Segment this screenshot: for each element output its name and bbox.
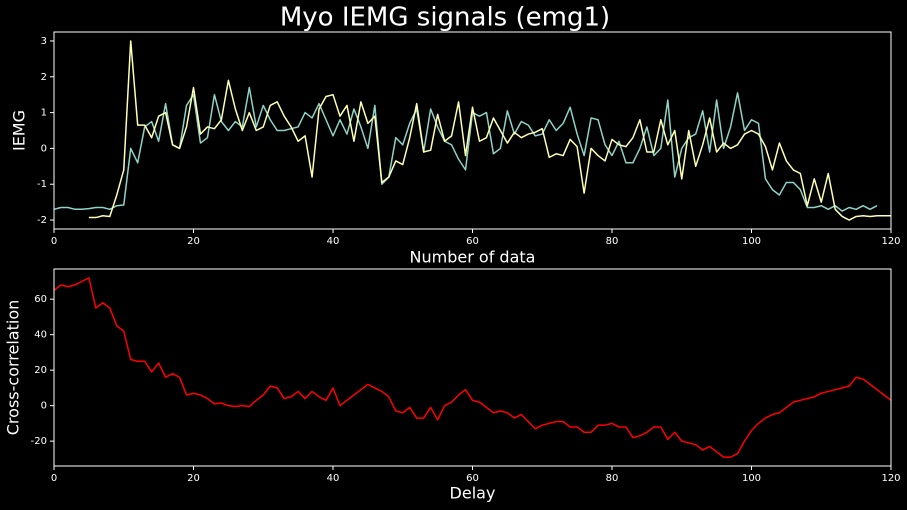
x-tick-label: 20 bbox=[187, 236, 200, 247]
x-axis-label: Delay bbox=[450, 484, 496, 503]
y-tick-label: 0 bbox=[41, 143, 47, 154]
y-tick-label: -20 bbox=[31, 436, 47, 447]
x-tick-label: 80 bbox=[606, 473, 619, 484]
chart-title: Myo IEMG signals (emg1) bbox=[280, 3, 610, 33]
x-tick-label: 120 bbox=[881, 236, 900, 247]
axes-frame bbox=[53, 31, 892, 230]
y-tick-label: -1 bbox=[37, 179, 47, 190]
y-tick-label: 40 bbox=[34, 330, 47, 341]
y-tick-label: 3 bbox=[41, 36, 47, 47]
line-series bbox=[88, 40, 891, 221]
y-tick-label: 0 bbox=[41, 401, 47, 412]
x-tick-label: 40 bbox=[327, 236, 340, 247]
x-tick-label: 60 bbox=[466, 236, 479, 247]
y-axis-label: IEMG bbox=[10, 110, 29, 151]
y-tick-label: 20 bbox=[34, 365, 47, 376]
axes-frame bbox=[53, 268, 892, 467]
x-tick-label: 80 bbox=[606, 236, 619, 247]
x-tick-label: 120 bbox=[881, 473, 900, 484]
y-axis-label: Cross-correlation bbox=[4, 300, 23, 435]
x-tick-label: 100 bbox=[742, 236, 761, 247]
y-tick-label: 60 bbox=[34, 294, 47, 305]
x-tick-label: 0 bbox=[51, 473, 57, 484]
x-tick-label: 20 bbox=[187, 473, 200, 484]
x-tick-label: 100 bbox=[742, 473, 761, 484]
y-tick-label: -2 bbox=[37, 215, 47, 226]
x-axis-label: Number of data bbox=[410, 248, 536, 267]
y-tick-label: 1 bbox=[41, 108, 47, 119]
x-tick-label: 0 bbox=[51, 236, 57, 247]
x-tick-label: 40 bbox=[327, 473, 340, 484]
x-tick-label: 60 bbox=[466, 473, 479, 484]
line-series bbox=[53, 277, 892, 458]
y-tick-label: 2 bbox=[41, 72, 47, 83]
